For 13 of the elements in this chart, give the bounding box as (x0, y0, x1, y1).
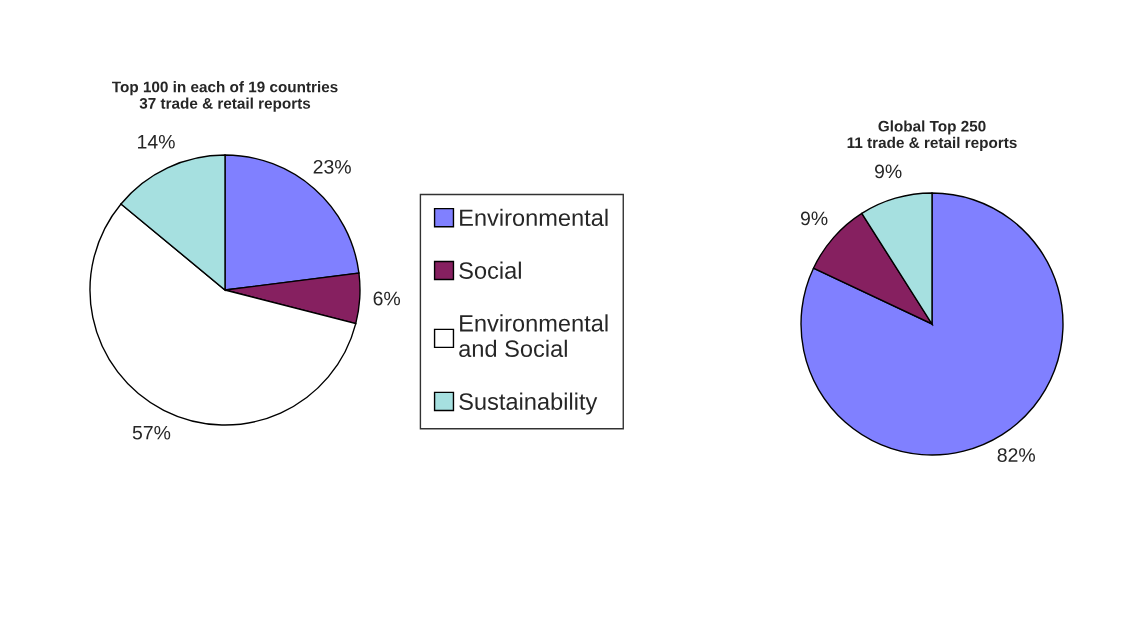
data-label: 82% (997, 448, 1035, 462)
legend-label: Environmental (460, 208, 608, 227)
legend-label: Environmental and Social (459, 314, 608, 358)
data-label: 23% (313, 159, 351, 174)
chart-title: Global Top 250 11 trade & retail reports (847, 120, 1017, 152)
legend-label: Sustainability (459, 392, 598, 415)
chart-title: Top 100 in each of 19 countries 37 trade & retail reports (111, 81, 338, 112)
data-label: 9% (800, 211, 828, 226)
data-label: 14% (138, 134, 175, 149)
data-label: 6% (373, 291, 401, 306)
legend-label: Social (459, 261, 521, 279)
data-label: 9% (875, 164, 902, 179)
data-label: 57% (132, 425, 171, 440)
